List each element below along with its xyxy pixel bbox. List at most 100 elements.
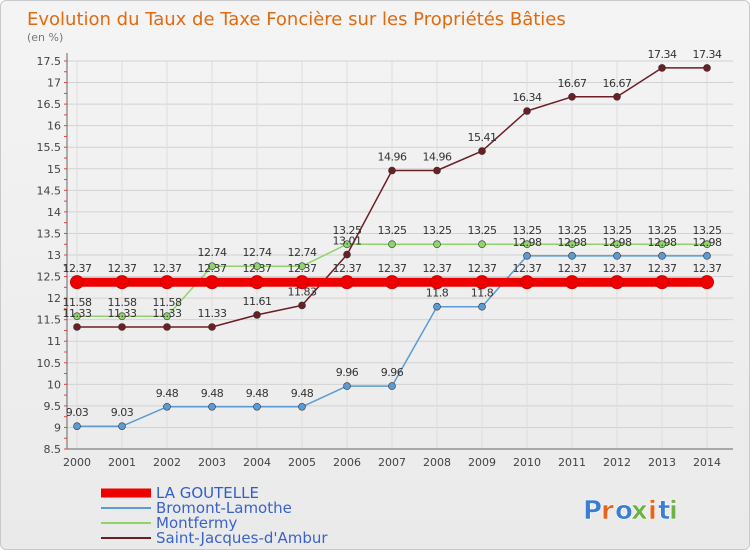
data-label: 11.61: [243, 295, 272, 308]
series-point-1: [388, 382, 396, 390]
series-point-1: [478, 302, 486, 311]
logo-letter: t: [658, 496, 670, 526]
data-label: 9.96: [336, 366, 359, 379]
y-tick-label: 16: [47, 120, 61, 133]
data-label: 13.25: [693, 224, 722, 237]
series-point-0: [475, 275, 489, 290]
series-point-0: [385, 275, 399, 290]
series-point-0: [700, 275, 714, 290]
proxiti-logo: Pr ox i ti: [583, 496, 679, 527]
series-point-0: [250, 275, 264, 290]
series-point-0: [655, 275, 669, 290]
y-tick-label: 15.5: [37, 141, 62, 154]
data-label: 12.37: [558, 262, 587, 275]
chart-title: Evolution du Taux de Taxe Foncière sur l…: [27, 9, 566, 30]
y-tick-label: 16.5: [37, 98, 62, 111]
x-tick-label: 2013: [648, 456, 676, 469]
series-point-2: [433, 240, 441, 249]
x-tick-label: 2014: [693, 456, 721, 469]
data-label: 15.41: [468, 131, 497, 144]
x-tick-label: 2004: [243, 456, 271, 469]
data-label: 11.8: [471, 287, 494, 300]
data-label: 9.48: [291, 387, 314, 400]
series-point-0: [340, 275, 354, 290]
x-tick-label: 2008: [423, 456, 451, 469]
data-label: 12.37: [468, 262, 497, 275]
data-label: 11.83: [288, 285, 317, 298]
legend: LA GOUTELLEBromont-LamotheMontfermySaint…: [101, 484, 328, 547]
data-label: 12.37: [513, 262, 542, 275]
series-point-0: [520, 275, 534, 290]
data-label: 12.37: [63, 262, 92, 275]
x-tick-label: 2003: [198, 456, 226, 469]
data-label: 13.25: [333, 224, 362, 237]
y-tick-label: 11.5: [37, 314, 62, 327]
gridlines: [67, 60, 733, 450]
x-tick-label: 2001: [108, 456, 136, 469]
data-label: 12.37: [693, 262, 722, 275]
data-label: 12.37: [603, 262, 632, 275]
series-point-2: [703, 240, 711, 249]
x-tick-label: 2009: [468, 456, 496, 469]
data-label: 12.37: [243, 262, 272, 275]
data-label: 9.03: [66, 406, 89, 419]
series-point-1: [433, 302, 441, 311]
data-label: 12.98: [648, 236, 677, 249]
data-label: 12.74: [288, 246, 317, 259]
y-tick-label: 17.5: [37, 55, 62, 68]
series-point-2: [388, 240, 396, 249]
x-tick-label: 2000: [63, 456, 91, 469]
series-point-0: [205, 275, 219, 290]
series-point-2: [118, 312, 126, 321]
legend-label: LA GOUTELLE: [156, 484, 259, 502]
series-point-1: [703, 252, 711, 260]
logo-letter: i: [669, 496, 678, 526]
chart-subtitle: (en %): [27, 31, 63, 44]
y-tick-label: 10.5: [37, 357, 62, 370]
series-point-3: [658, 64, 666, 72]
y-tick-label: 9: [54, 421, 61, 434]
y-tick-label: 9.5: [44, 400, 62, 413]
series-point-3: [433, 166, 441, 175]
data-label: 11.58: [63, 296, 92, 309]
series-point-1: [523, 252, 531, 260]
series-point-3: [343, 250, 351, 259]
series-point-0: [160, 275, 174, 290]
series-point-2: [523, 240, 531, 249]
series-point-1: [343, 382, 351, 390]
data-label: 12.37: [288, 262, 317, 275]
data-label: 11.58: [153, 296, 182, 309]
data-label: 17.34: [693, 48, 722, 61]
series-point-0: [115, 275, 129, 290]
x-tick-label: 2005: [288, 456, 316, 469]
data-label: 9.03: [111, 406, 134, 419]
series-point-2: [253, 262, 261, 271]
series-point-1: [658, 252, 666, 260]
y-tick-label: 13.5: [37, 227, 62, 240]
data-label: 12.37: [153, 262, 182, 275]
data-label: 16.34: [513, 91, 542, 104]
data-label: 14.96: [423, 151, 452, 164]
series-point-3: [523, 107, 531, 115]
y-tick-label: 15: [47, 163, 61, 176]
data-label: 13.25: [603, 224, 632, 237]
data-label: 9.48: [156, 387, 179, 400]
logo-letter: i: [648, 496, 657, 526]
data-label: 11.33: [153, 307, 182, 320]
y-tick-label: 10: [47, 378, 61, 391]
x-tick-label: 2012: [603, 456, 631, 469]
series-point-1: [163, 402, 171, 411]
data-label: 16.67: [603, 77, 632, 90]
axes: 8.5 9 9.5 10 10.5 11 11.5 12 12.5 13 13.5 14 14.5 15 1…: [37, 53, 733, 469]
y-tick-label: 11: [47, 335, 61, 348]
series-point-3: [118, 323, 126, 331]
data-labels: 12.37 12.37 12.37 12.37 12.37 12.37 12.37 12.37…: [63, 48, 723, 419]
x-tick-label: 2002: [153, 456, 181, 469]
x-tick-label: 2011: [558, 456, 586, 469]
legend-label: Montfermy: [156, 514, 238, 532]
series-point-3: [73, 323, 81, 331]
series-point-3: [298, 301, 306, 310]
series-point-3: [388, 166, 396, 175]
logo-letter: P: [583, 496, 602, 526]
